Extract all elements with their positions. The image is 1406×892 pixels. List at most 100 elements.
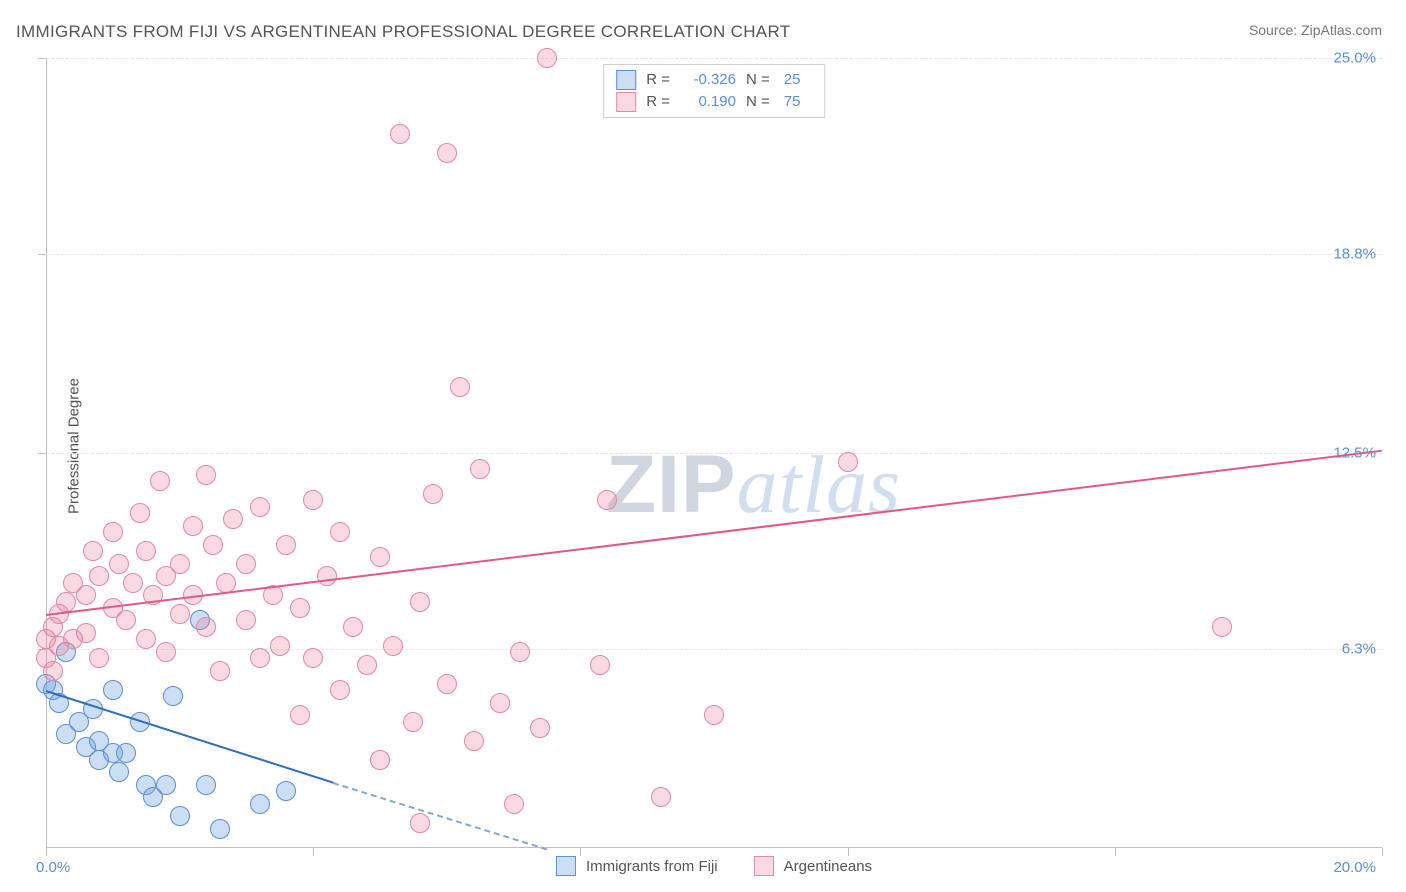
data-point [43,661,63,681]
x-tick [1115,848,1116,856]
data-point [250,497,270,517]
x-origin-label: 0.0% [36,859,70,876]
data-point [423,484,443,504]
data-point [303,490,323,510]
chart-title: IMMIGRANTS FROM FIJI VS ARGENTINEAN PROF… [16,22,790,42]
data-point [403,712,423,732]
n-value-1: 25 [784,69,812,91]
data-point [390,124,410,144]
gridline [46,453,1382,454]
swatch-series2-icon [616,92,636,112]
stats-row-2: R = 0.190 N = 75 [616,91,812,113]
data-point [250,794,270,814]
data-point [103,522,123,542]
data-point [370,547,390,567]
data-point [383,636,403,656]
data-point [156,642,176,662]
x-tick [580,848,581,856]
data-point [464,731,484,751]
x-tick [46,848,47,856]
y-tick [38,58,46,59]
gridline [46,58,1382,59]
data-point [590,655,610,675]
stats-row-1: R = -0.326 N = 25 [616,69,812,91]
data-point [303,648,323,668]
data-point [651,787,671,807]
stats-legend: R = -0.326 N = 25 R = 0.190 N = 75 [603,64,825,118]
data-point [504,794,524,814]
data-point [130,503,150,523]
x-tick [313,848,314,856]
plot-area: ZIPatlas R = -0.326 N = 25 R = 0.190 N =… [46,58,1382,848]
data-point [530,718,550,738]
data-point [196,775,216,795]
trend-line [333,782,547,850]
data-point [196,465,216,485]
data-point [76,585,96,605]
data-point [330,522,350,542]
legend-item-1: Immigrants from Fiji [556,856,718,876]
data-point [537,48,557,68]
data-point [437,674,457,694]
r-value-2: 0.190 [680,91,736,113]
trend-line [46,450,1382,616]
y-tick [38,453,46,454]
data-point [116,610,136,630]
data-point [1212,617,1232,637]
legend-label-1: Immigrants from Fiji [586,858,718,875]
source-attribution: Source: ZipAtlas.com [1249,22,1382,38]
data-point [236,610,256,630]
data-point [270,636,290,656]
data-point [370,750,390,770]
gridline [46,649,1382,650]
y-tick-label: 18.8% [1333,245,1386,262]
data-point [357,655,377,675]
data-point [103,680,123,700]
data-point [290,705,310,725]
data-point [410,592,430,612]
y-tick-label: 25.0% [1333,50,1386,67]
n-value-2: 75 [784,91,812,113]
gridline [46,254,1382,255]
r-value-1: -0.326 [680,69,736,91]
data-point [170,604,190,624]
swatch-series2-icon [754,856,774,876]
data-point [410,813,430,833]
data-point [170,806,190,826]
data-point [597,490,617,510]
data-point [136,629,156,649]
data-point [250,648,270,668]
data-point [56,592,76,612]
data-point [163,686,183,706]
swatch-series1-icon [616,70,636,90]
data-point [704,705,724,725]
data-point [317,566,337,586]
data-point [196,617,216,637]
data-point [490,693,510,713]
data-point [76,623,96,643]
data-point [156,775,176,795]
r-label-1: R = [646,69,670,91]
data-point [83,541,103,561]
data-point [183,516,203,536]
swatch-series1-icon [556,856,576,876]
x-max-label: 20.0% [1333,859,1376,876]
x-tick [1382,848,1383,856]
data-point [290,598,310,618]
data-point [450,377,470,397]
data-point [343,617,363,637]
data-point [437,143,457,163]
x-axis-line [46,847,1382,848]
chart-container: IMMIGRANTS FROM FIJI VS ARGENTINEAN PROF… [0,0,1406,892]
data-point [203,535,223,555]
y-tick-label: 6.3% [1342,640,1386,657]
data-point [89,566,109,586]
data-point [210,661,230,681]
data-point [510,642,530,662]
data-point [470,459,490,479]
data-point [838,452,858,472]
r-label-2: R = [646,91,670,113]
data-point [276,535,296,555]
data-point [216,573,236,593]
bottom-legend: Immigrants from Fiji Argentineans [556,856,872,876]
